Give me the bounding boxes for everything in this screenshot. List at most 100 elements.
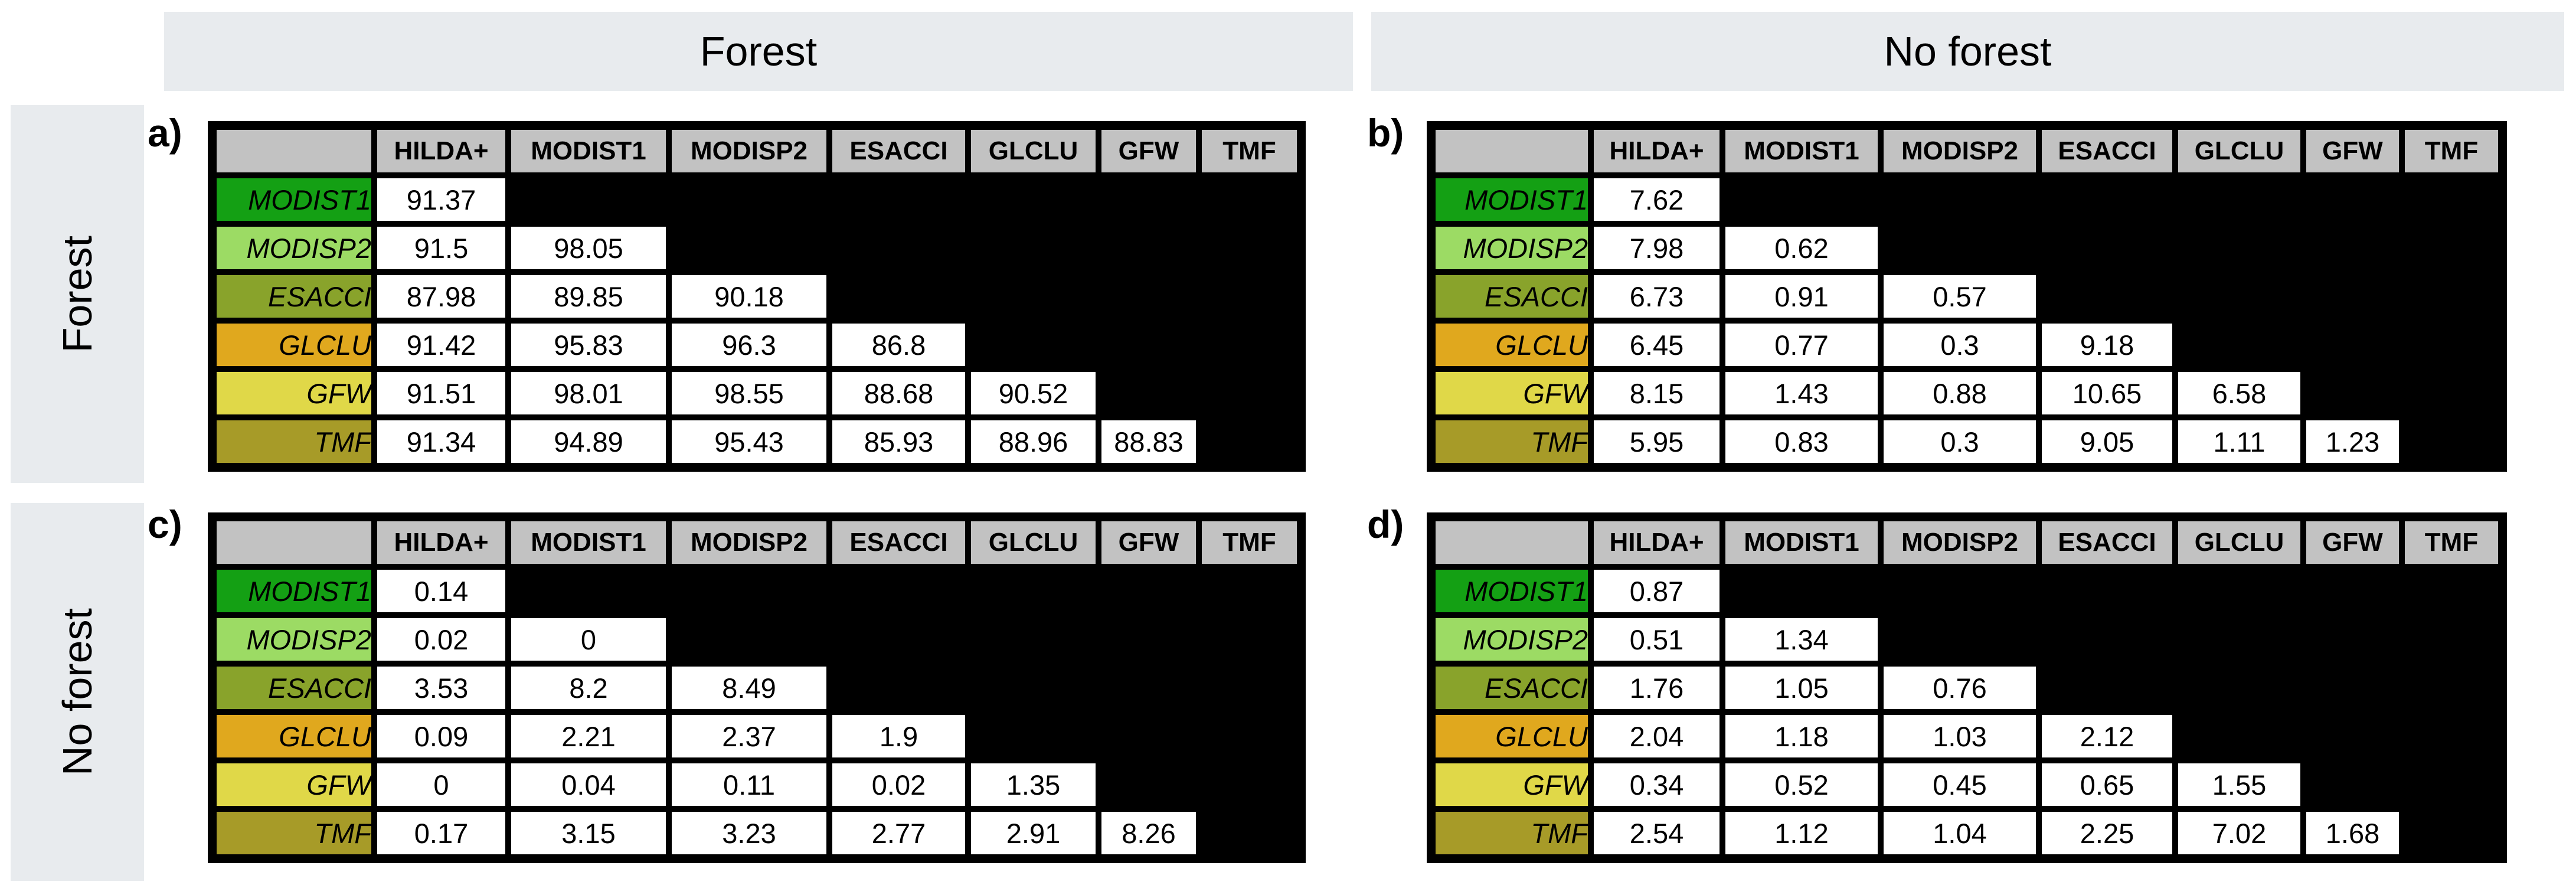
empty-cell (831, 568, 967, 614)
side-header-no-forest: No forest (11, 503, 144, 881)
empty-cell (2304, 616, 2401, 662)
value-cell: 0.57 (1882, 273, 2038, 319)
side-header-forest-label: Forest (54, 235, 100, 353)
panel-label-a: a) (148, 111, 182, 155)
table-row: GLCLU 0.09 2.21 2.37 1.9 (215, 713, 1299, 759)
table-row: GLCLU 2.04 1.18 1.03 2.12 (1434, 713, 2500, 759)
value-cell: 1.9 (831, 713, 967, 759)
value-cell: 0.83 (1724, 419, 1879, 465)
table-row: GLCLU 6.45 0.77 0.3 9.18 (1434, 322, 2500, 368)
empty-cell (670, 568, 828, 614)
table-row: MODISP2 0.02 0 (215, 616, 1299, 662)
value-cell: 91.5 (375, 225, 507, 271)
empty-cell (2403, 665, 2500, 711)
table-row: ESACCI 3.53 8.2 8.49 (215, 665, 1299, 711)
column-header-esacci: ESACCI (2040, 128, 2174, 174)
value-cell: 86.8 (831, 322, 967, 368)
empty-cell (2403, 419, 2500, 465)
side-header-no-forest-label: No forest (54, 608, 100, 776)
row-header-tmf: TMF (215, 419, 373, 465)
value-cell: 1.23 (2304, 419, 2401, 465)
table-row: MODIST1 91.37 (215, 177, 1299, 223)
value-cell: 9.05 (2040, 419, 2174, 465)
panel-label-d: d) (1367, 502, 1404, 546)
empty-cell (1100, 225, 1198, 271)
agreement-table-a: HILDA+ MODIST1 MODISP2 ESACCI GLCLU GFW TMF MOD… (208, 121, 1306, 472)
empty-cell (2176, 273, 2302, 319)
column-header-glclu: GLCLU (2176, 128, 2302, 174)
column-header-glclu: GLCLU (969, 520, 1097, 566)
value-cell: 7.62 (1592, 177, 1721, 223)
value-cell: 0.11 (670, 762, 828, 808)
value-cell: 90.52 (969, 370, 1097, 416)
empty-cell (1200, 616, 1299, 662)
row-header-modisp2: MODISP2 (215, 616, 373, 662)
empty-cell (1200, 273, 1299, 319)
empty-cell (2176, 177, 2302, 223)
empty-cell (831, 225, 967, 271)
empty-cell (2176, 322, 2302, 368)
column-header-modist1: MODIST1 (1724, 128, 1879, 174)
column-header-tmf: TMF (1200, 128, 1299, 174)
value-cell: 1.05 (1724, 665, 1879, 711)
empty-cell (509, 177, 668, 223)
top-header-no-forest: No forest (1371, 12, 2564, 91)
value-cell: 2.04 (1592, 713, 1721, 759)
row-header-glclu: GLCLU (215, 322, 373, 368)
table-row: TMF 5.95 0.83 0.3 9.05 1.11 1.23 (1434, 419, 2500, 465)
value-cell: 0.09 (375, 713, 507, 759)
value-cell: 1.35 (969, 762, 1097, 808)
table-row: MODISP2 91.5 98.05 (215, 225, 1299, 271)
column-header-hildaplus: HILDA+ (375, 520, 507, 566)
row-header-gfw: GFW (215, 762, 373, 808)
table-row: MODIST1 0.87 (1434, 568, 2500, 614)
value-cell: 8.26 (1100, 810, 1198, 856)
empty-cell (969, 568, 1097, 614)
column-header-gfw: GFW (2304, 128, 2401, 174)
table-row: TMF 0.17 3.15 3.23 2.77 2.91 8.26 (215, 810, 1299, 856)
table-row: MODIST1 0.14 (215, 568, 1299, 614)
value-cell: 0.3 (1882, 419, 2038, 465)
value-cell: 91.34 (375, 419, 507, 465)
column-header-gfw: GFW (1100, 520, 1198, 566)
table-row: GFW 8.15 1.43 0.88 10.65 6.58 (1434, 370, 2500, 416)
row-header-glclu: GLCLU (215, 713, 373, 759)
column-header-modisp2: MODISP2 (1882, 520, 2038, 566)
row-header-modisp2: MODISP2 (215, 225, 373, 271)
empty-cell (2040, 273, 2174, 319)
empty-cell (2403, 810, 2500, 856)
empty-cell (670, 177, 828, 223)
column-header-hildaplus: HILDA+ (1592, 520, 1721, 566)
value-cell: 0.17 (375, 810, 507, 856)
row-header-modist1: MODIST1 (1434, 568, 1590, 614)
value-cell: 1.11 (2176, 419, 2302, 465)
empty-cell (969, 665, 1097, 711)
row-header-gfw: GFW (1434, 370, 1590, 416)
empty-cell (1100, 713, 1198, 759)
table-row: GFW 0 0.04 0.11 0.02 1.35 (215, 762, 1299, 808)
column-header-tmf: TMF (2403, 128, 2500, 174)
empty-cell (1200, 177, 1299, 223)
empty-cell (2304, 370, 2401, 416)
agreement-table-b: HILDA+ MODIST1 MODISP2 ESACCI GLCLU GFW TMF MOD… (1427, 121, 2507, 472)
column-header-modist1: MODIST1 (509, 128, 668, 174)
empty-cell (1882, 568, 2038, 614)
empty-cell (1100, 273, 1198, 319)
value-cell: 88.83 (1100, 419, 1198, 465)
empty-cell (2304, 713, 2401, 759)
empty-cell (1724, 177, 1879, 223)
empty-cell (969, 225, 1097, 271)
row-header-modist1: MODIST1 (215, 568, 373, 614)
row-header-gfw: GFW (1434, 762, 1590, 808)
empty-cell (1200, 762, 1299, 808)
value-cell: 9.18 (2040, 322, 2174, 368)
empty-cell (2040, 225, 2174, 271)
row-header-modist1: MODIST1 (1434, 177, 1590, 223)
empty-cell (670, 225, 828, 271)
panel-label-c: c) (148, 502, 182, 546)
value-cell: 2.77 (831, 810, 967, 856)
value-cell: 98.05 (509, 225, 668, 271)
value-cell: 1.76 (1592, 665, 1721, 711)
empty-cell (2304, 177, 2401, 223)
empty-cell (2403, 273, 2500, 319)
